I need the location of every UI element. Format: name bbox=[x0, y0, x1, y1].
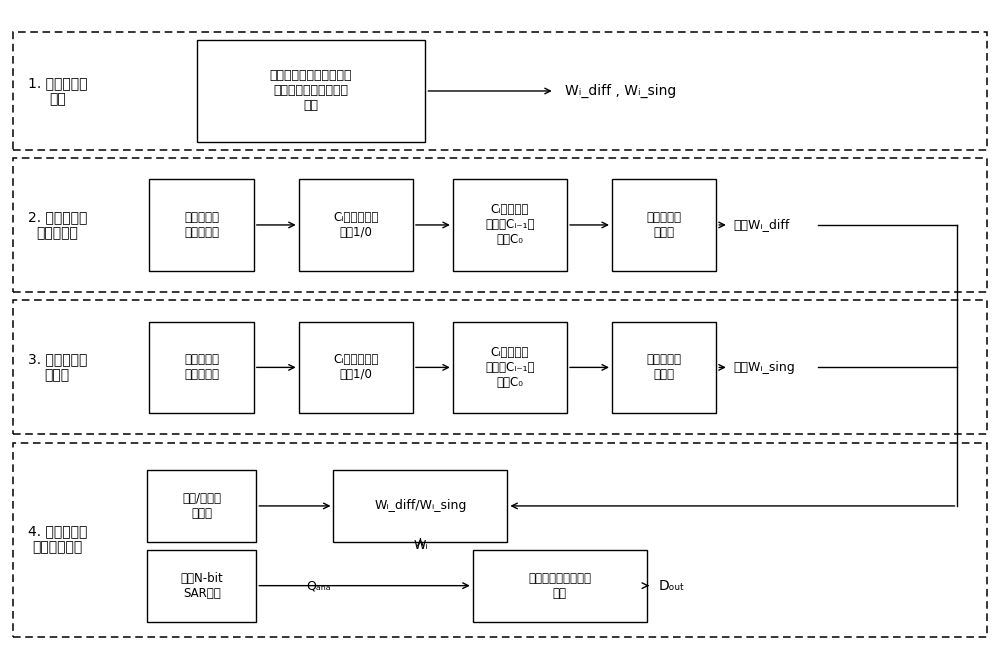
Text: 用实际电容权重获得
输出: 用实际电容权重获得 输出 bbox=[528, 571, 591, 600]
Bar bbox=[612, 322, 716, 413]
Bar bbox=[197, 40, 425, 142]
Text: 2. 获取差分模
式电容权重: 2. 获取差分模 式电容权重 bbox=[28, 210, 87, 240]
Bar bbox=[13, 32, 987, 150]
Text: Cᵢ下极板分别
切到1/0: Cᵢ下极板分别 切到1/0 bbox=[333, 211, 378, 239]
Text: 修改Wᵢ_diff: 修改Wᵢ_diff bbox=[734, 218, 790, 231]
Bar bbox=[149, 322, 254, 413]
Bar bbox=[333, 470, 507, 542]
Bar bbox=[13, 158, 987, 291]
Text: 修改Wᵢ_sing: 修改Wᵢ_sing bbox=[734, 361, 795, 374]
Text: 获得电容数
字权重: 获得电容数 字权重 bbox=[647, 353, 682, 382]
Text: 1. 初始化数字
权重: 1. 初始化数字 权重 bbox=[28, 76, 87, 106]
Bar bbox=[147, 550, 256, 621]
Text: 以理想电容的数字权重初
始化所有电容的数字权
重，: 以理想电容的数字权重初 始化所有电容的数字权 重， bbox=[270, 69, 352, 113]
Text: Wᵢ: Wᵢ bbox=[413, 539, 428, 552]
Bar bbox=[13, 300, 987, 434]
Text: 3. 单端模式电
容权重: 3. 单端模式电 容权重 bbox=[28, 352, 87, 382]
Text: 电路处于单
端输入模式: 电路处于单 端输入模式 bbox=[184, 353, 219, 382]
Text: 获得电容数
字权重: 获得电容数 字权重 bbox=[647, 211, 682, 239]
Text: Cᵢ下极板不
变，从Cᵢ₋₁转
换到C₀: Cᵢ下极板不 变，从Cᵢ₋₁转 换到C₀ bbox=[485, 346, 535, 389]
Bar bbox=[453, 322, 567, 413]
Text: 4. 正常工作模
式，后台补偿: 4. 正常工作模 式，后台补偿 bbox=[28, 525, 87, 555]
Bar bbox=[13, 443, 987, 637]
Text: Qₐₙₐ: Qₐₙₐ bbox=[307, 579, 331, 592]
Bar bbox=[149, 179, 254, 271]
Bar bbox=[147, 470, 256, 542]
Text: 电路处于差
分输入模式: 电路处于差 分输入模式 bbox=[184, 211, 219, 239]
Text: 单端/差分模
式选择: 单端/差分模 式选择 bbox=[182, 492, 221, 520]
Bar bbox=[612, 179, 716, 271]
Text: Wᵢ_diff/Wᵢ_sing: Wᵢ_diff/Wᵢ_sing bbox=[374, 500, 467, 513]
Bar bbox=[473, 550, 647, 621]
Bar bbox=[453, 179, 567, 271]
Bar bbox=[299, 322, 413, 413]
Text: Cᵢ下极板分别
切到1/0: Cᵢ下极板分别 切到1/0 bbox=[333, 353, 378, 382]
Text: Dₒᵤₜ: Dₒᵤₜ bbox=[659, 579, 685, 592]
Text: Wᵢ_diff , Wᵢ_sing: Wᵢ_diff , Wᵢ_sing bbox=[565, 84, 676, 98]
Text: Cᵢ下极板不
变，从Cᵢ₋₁转
换到C₀: Cᵢ下极板不 变，从Cᵢ₋₁转 换到C₀ bbox=[485, 204, 535, 246]
Bar bbox=[299, 179, 413, 271]
Text: 正常N-bit
SAR转换: 正常N-bit SAR转换 bbox=[180, 571, 223, 600]
